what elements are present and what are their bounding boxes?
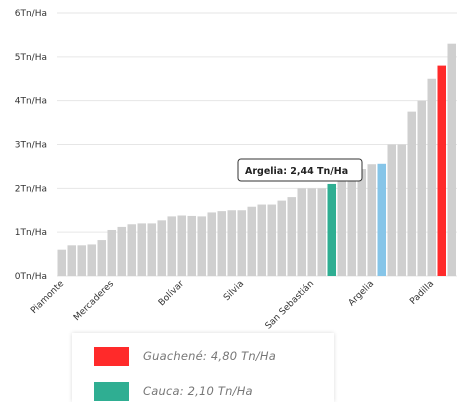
bar[interactable] [377, 163, 387, 276]
bar[interactable] [317, 188, 327, 276]
legend-label: Guachené: 4,80 Tn/Ha [143, 349, 276, 363]
tooltip-text: Argelia: 2,44 Tn/Ha [245, 166, 348, 177]
bar[interactable] [437, 65, 447, 276]
bar[interactable] [187, 215, 197, 276]
bar[interactable] [197, 216, 207, 276]
bar[interactable] [287, 197, 297, 276]
bar[interactable] [207, 212, 217, 276]
bar[interactable] [77, 245, 87, 276]
bar[interactable] [337, 179, 347, 276]
legend-swatch-teal [94, 381, 129, 401]
bar[interactable] [407, 111, 417, 277]
bar[interactable] [127, 224, 137, 276]
bar[interactable] [417, 100, 427, 276]
bar[interactable] [57, 249, 67, 276]
bar[interactable] [237, 210, 247, 276]
legend-item-cauca[interactable]: Cauca: 2,10 Tn/Ha [94, 380, 253, 402]
legend: Guachené: 4,80 Tn/Ha Cauca: 2,10 Tn/Ha [72, 333, 334, 402]
bar[interactable] [147, 223, 157, 276]
gridlines [57, 12, 457, 277]
x-tick-label: San Sebastián [264, 279, 316, 330]
legend-label: Cauca: 2,10 Tn/Ha [143, 384, 253, 398]
bar[interactable] [217, 211, 227, 276]
x-tick-label: Piamonte [29, 279, 66, 316]
bars [57, 43, 457, 277]
bar[interactable] [177, 215, 187, 276]
x-tick-label: Silvia [222, 279, 246, 303]
bar[interactable] [117, 226, 127, 276]
bar[interactable] [107, 229, 117, 276]
bar[interactable] [357, 169, 367, 276]
bar[interactable] [157, 220, 167, 276]
bar[interactable] [387, 144, 397, 277]
bar[interactable] [97, 240, 107, 276]
bar[interactable] [277, 200, 287, 276]
bar[interactable] [227, 210, 237, 276]
y-tick-label: 3Tn/Ha [15, 141, 47, 151]
bar[interactable] [307, 188, 317, 276]
tooltip: Argelia: 2,44 Tn/Ha [237, 158, 363, 182]
x-tick-label: Padilla [408, 279, 436, 307]
bar[interactable] [347, 174, 357, 276]
y-tick-label: 6Tn/Ha [15, 9, 47, 19]
y-tick-label: 1Tn/Ha [15, 228, 47, 238]
bar-chart: 0Tn/Ha 1Tn/Ha 2Tn/Ha 3Tn/Ha 4Tn/Ha 5Tn/Ha 6Tn/… [15, 9, 457, 330]
bar[interactable] [67, 245, 77, 276]
bar[interactable] [427, 78, 437, 276]
bar[interactable] [257, 204, 267, 276]
y-tick-label: 2Tn/Ha [15, 184, 47, 194]
bar[interactable] [267, 204, 277, 276]
x-axis-ticks: Piamonte Mercaderes Bolívar Silvia San Sebas… [29, 279, 436, 330]
bar[interactable] [167, 216, 177, 276]
y-axis-ticks: 0Tn/Ha 1Tn/Ha 2Tn/Ha 3Tn/Ha 4Tn/Ha 5Tn/Ha 6Tn/… [15, 9, 47, 282]
bar[interactable] [297, 188, 307, 276]
bar[interactable] [247, 206, 257, 276]
x-tick-label: Bolívar [157, 279, 186, 308]
y-tick-label: 4Tn/Ha [15, 97, 47, 107]
bar[interactable] [87, 244, 97, 276]
bar[interactable] [137, 223, 147, 276]
tooltip-box [237, 158, 363, 182]
y-tick-label: 5Tn/Ha [15, 53, 47, 63]
bar[interactable] [367, 164, 377, 276]
bar[interactable] [327, 183, 337, 276]
y-tick-label: 0Tn/Ha [15, 272, 47, 282]
legend-item-guachene[interactable]: Guachené: 4,80 Tn/Ha [94, 345, 276, 367]
legend-swatch-red [94, 346, 129, 366]
x-tick-label: Argelia [347, 279, 376, 308]
x-tick-label: Mercaderes [72, 279, 116, 323]
bar[interactable] [447, 43, 457, 277]
bar[interactable] [397, 144, 407, 277]
